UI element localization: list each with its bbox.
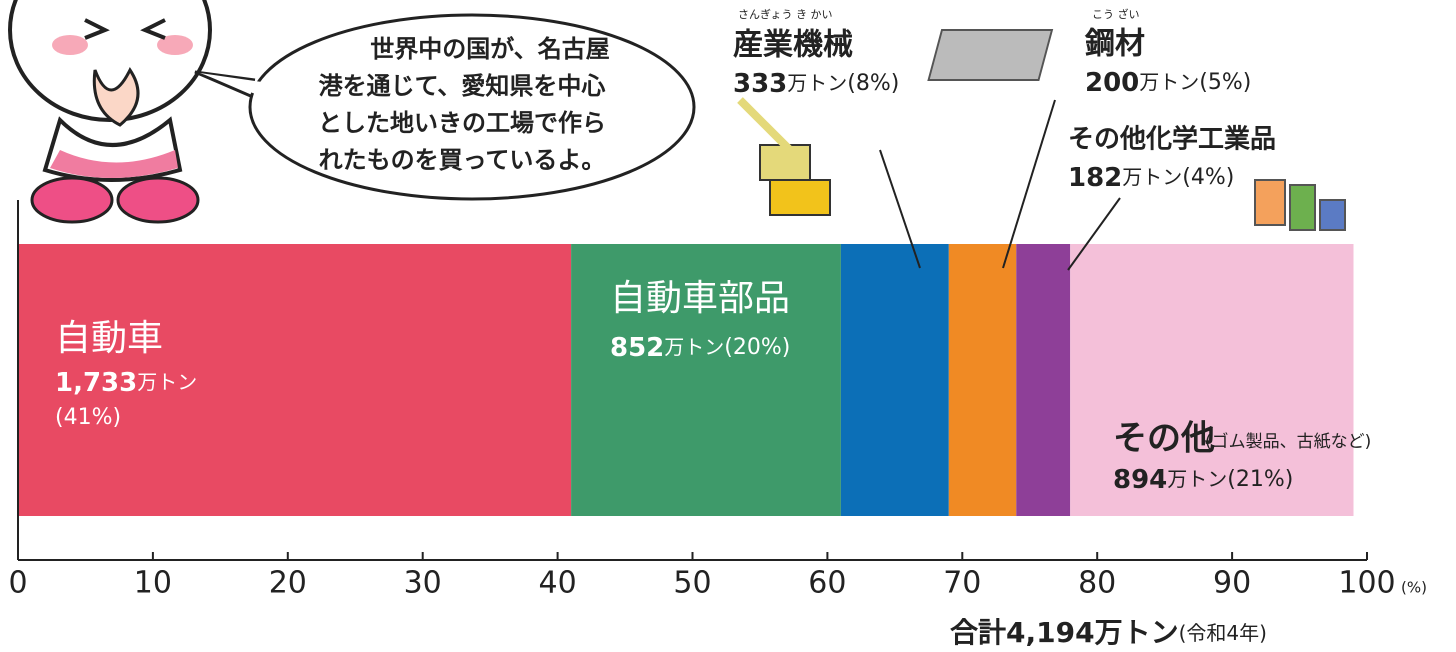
amount-value: 333 — [733, 69, 787, 99]
segment-name: 自動車 — [55, 318, 163, 359]
x-tick-label: 80 — [1078, 566, 1116, 601]
amount-value: 894 — [1113, 465, 1167, 495]
value-label: (41%) — [55, 405, 121, 430]
x-tick-label: 90 — [1213, 566, 1251, 601]
leader-line — [879, 149, 921, 269]
bar-segment — [948, 244, 1017, 516]
ruby: こう ざい — [1092, 7, 1140, 21]
amount-value: 1,733 — [55, 368, 137, 398]
amount-label: 894万トン(21%) — [1113, 465, 1293, 495]
x-tick-label: 0 — [8, 566, 27, 601]
segment-name: その他化学工業品 — [1068, 124, 1276, 155]
x-tick-label: 20 — [269, 566, 307, 601]
amount-value: 852 — [610, 333, 664, 363]
segment-name: 自動車部品 — [610, 278, 790, 319]
leader-line — [1067, 197, 1121, 271]
value-label: (5%) — [1199, 70, 1251, 95]
x-tick-label: 50 — [673, 566, 711, 601]
segment-note: (ゴム製品、古紙など) — [1205, 431, 1371, 452]
segment-name: 産業機械 — [733, 28, 853, 63]
leader-line — [1002, 99, 1056, 269]
x-tick-label: 100 — [1338, 566, 1395, 601]
x-tick-label: 60 — [808, 566, 846, 601]
speech-bubble — [194, 13, 696, 201]
bar-segment — [1016, 244, 1071, 516]
amount-unit: 万トン — [1122, 165, 1182, 189]
total-label: 合計4,194万トン(令和4年) — [950, 616, 1267, 649]
segment-name: その他 — [1113, 419, 1215, 459]
amount-label: 1,733万トン — [55, 368, 197, 398]
amount-value: 200 — [1085, 68, 1139, 98]
bar-segment — [18, 244, 572, 516]
mascot — [8, 0, 212, 224]
bubble-text: 港を通じて、愛知県を中心 — [319, 72, 606, 100]
bar-segment — [1070, 244, 1354, 516]
x-tick-label: 40 — [539, 566, 577, 601]
bar-segment — [571, 244, 841, 516]
amount-unit: 万トン — [664, 335, 724, 359]
x-unit: (%) — [1401, 579, 1427, 597]
bubble-text: れたものを買っているよ。 — [319, 146, 606, 174]
illustrations — [737, 29, 1346, 231]
amount-label: 852万トン(20%) — [610, 333, 790, 363]
x-tick-label: 30 — [404, 566, 442, 601]
total-value: 合計4,194万トン — [950, 616, 1179, 649]
segment-name: 鋼材 — [1084, 27, 1145, 62]
value-label: (4%) — [1182, 165, 1234, 190]
bubble-text: 世界中の国が、名古屋 — [370, 35, 610, 63]
total-note: (令和4年) — [1179, 621, 1267, 645]
ruby: さんぎょう き かい — [738, 7, 832, 21]
x-tick-label: 10 — [134, 566, 172, 601]
amount-label: 200万トン(5%) — [1085, 68, 1251, 98]
value-label: (8%) — [847, 71, 899, 96]
amount-label: 182万トン(4%) — [1068, 163, 1234, 193]
amount-label: 333万トン(8%) — [733, 69, 899, 99]
amount-unit: 万トン — [137, 370, 197, 394]
value-label: (21%) — [1227, 467, 1293, 492]
value-label: (20%) — [724, 335, 790, 360]
amount-unit: 万トン — [1139, 70, 1199, 94]
x-tick-label: 70 — [943, 566, 981, 601]
amount-unit: 万トン — [787, 71, 847, 95]
bubble-text: とした地いきの工場で作ら — [318, 109, 606, 137]
bar-segment — [840, 244, 949, 516]
amount-unit: 万トン — [1167, 467, 1227, 491]
amount-value: 182 — [1068, 163, 1122, 193]
